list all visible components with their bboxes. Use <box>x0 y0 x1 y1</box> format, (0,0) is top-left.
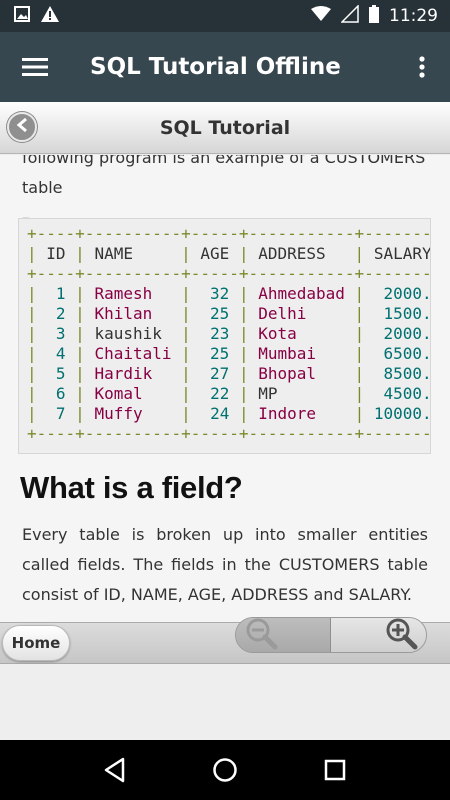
cell-age: 27 <box>210 364 230 383</box>
cell-age: 24 <box>210 404 230 423</box>
cell-age: 25 <box>210 344 230 363</box>
cell-address: Indore <box>258 404 317 423</box>
empty-area <box>0 664 450 740</box>
code-block: +----+----------+-----+-----------+-----… <box>18 218 431 454</box>
zoom-in-button[interactable] <box>331 618 426 652</box>
zoom-out-button[interactable] <box>236 618 331 652</box>
page-header: SQL Tutorial <box>0 102 450 154</box>
status-bar: 11:29 <box>0 0 450 32</box>
cell-name: Chaitali <box>94 344 172 363</box>
app-title: SQL Tutorial Offline <box>90 54 341 80</box>
wifi-icon <box>311 5 331 27</box>
cell-id: 4 <box>55 344 66 363</box>
zoom-out-icon <box>244 618 278 652</box>
table-border: +----+----------+-----+-----------+-----… <box>27 424 431 443</box>
back-arrow-icon <box>15 117 29 138</box>
cell-id: 7 <box>55 404 66 423</box>
cell-salary: 4500.00 <box>383 384 431 403</box>
cell-age: 25 <box>210 304 230 323</box>
back-button[interactable] <box>7 112 37 142</box>
status-time: 11:29 <box>389 6 438 26</box>
home-button[interactable]: Home <box>2 625 70 661</box>
more-vert-icon[interactable] <box>394 32 450 102</box>
cell-age: 32 <box>210 284 230 303</box>
nav-home-icon[interactable] <box>205 750 245 790</box>
intro-line: following program is an example of a CUS… <box>22 155 426 197</box>
app-bar: SQL Tutorial Offline <box>0 32 450 102</box>
cell-salary: 2000.00 <box>383 324 431 343</box>
cell-id: 3 <box>55 324 66 343</box>
cell-age: 22 <box>210 384 230 403</box>
zoom-in-icon <box>384 618 418 652</box>
intro-line: – <box>22 203 432 233</box>
cell-address: Mumbai <box>258 344 317 363</box>
table-border: +----+----------+-----+-----------+-----… <box>27 264 431 283</box>
cell-salary: 10000.00 <box>373 404 431 423</box>
col-header-salary: SALARY <box>373 244 431 263</box>
hamburger-menu-icon[interactable] <box>0 32 70 102</box>
col-header-id: ID <box>46 244 66 263</box>
signal-icon <box>340 3 359 28</box>
cell-id: 6 <box>55 384 66 403</box>
cell-address: Ahmedabad <box>258 284 345 303</box>
image-icon <box>14 5 30 27</box>
cell-address: Delhi <box>258 304 307 323</box>
cell-salary: 8500.00 <box>383 364 431 383</box>
cell-id: 2 <box>55 304 66 323</box>
table-border: +----+----------+-----+-----------+-----… <box>27 224 431 243</box>
cell-salary: 6500.00 <box>383 344 431 363</box>
section-heading: What is a field? <box>20 470 243 505</box>
page-title: SQL Tutorial <box>159 116 291 139</box>
cell-salary: 2000.00 <box>383 284 431 303</box>
cell-salary: 1500.00 <box>383 304 431 323</box>
cell-address: Bhopal <box>258 364 317 383</box>
nav-back-icon[interactable] <box>95 750 135 790</box>
cell-address: MP <box>258 384 278 403</box>
cell-name: Komal <box>94 384 143 403</box>
col-header-name: NAME <box>94 244 133 263</box>
cell-name: kaushik <box>94 324 162 343</box>
cell-address: Kota <box>258 324 297 343</box>
cell-name: Khilan <box>94 304 153 323</box>
zoom-control <box>235 617 427 653</box>
bottom-toolbar: Home <box>0 617 450 664</box>
col-header-age: AGE <box>200 244 230 263</box>
tutorial-content[interactable]: following program is an example of a CUS… <box>0 155 450 622</box>
nav-recents-icon[interactable] <box>315 750 355 790</box>
cell-id: 5 <box>55 364 66 383</box>
battery-icon <box>369 4 379 28</box>
cell-age: 23 <box>210 324 230 343</box>
cell-name: Hardik <box>94 364 153 383</box>
warning-icon <box>40 5 60 28</box>
cell-name: Muffy <box>94 404 143 423</box>
system-nav-bar <box>0 740 450 800</box>
cell-name: Ramesh <box>94 284 153 303</box>
cell-id: 1 <box>55 284 66 303</box>
col-header-address: ADDRESS <box>258 244 326 263</box>
section-paragraph: Every table is broken up into smaller en… <box>22 525 428 604</box>
intro-text: following program is an example of a CUS… <box>22 155 432 233</box>
